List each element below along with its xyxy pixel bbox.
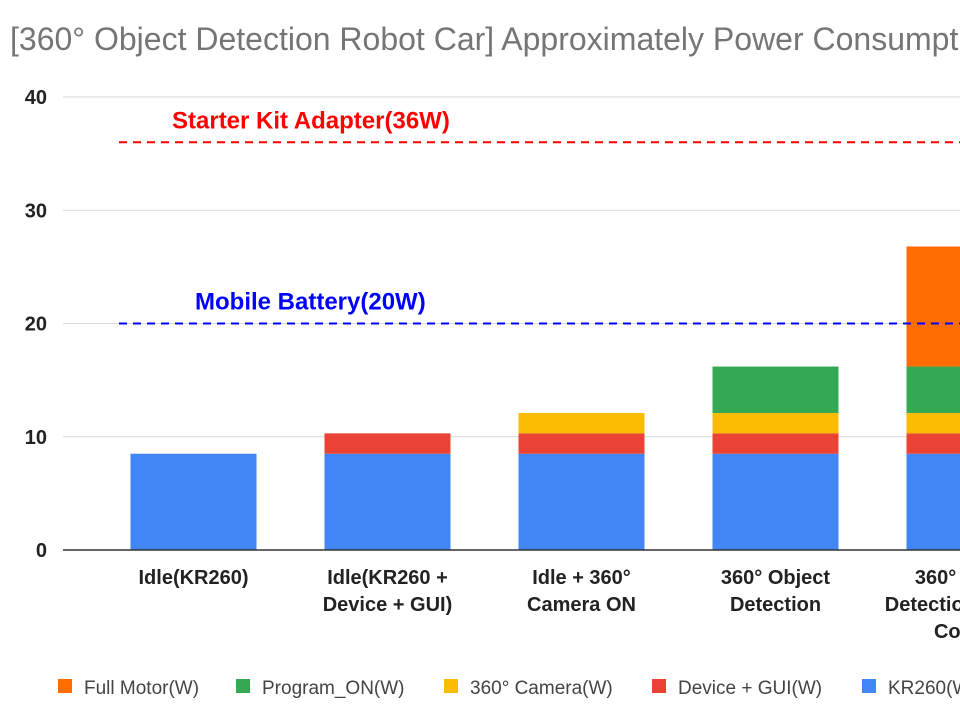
x-tick-label-line: Control [934, 621, 960, 643]
reference-line-label: Mobile Battery(20W) [195, 289, 426, 316]
legend-item: Program_ON(W) [236, 678, 405, 699]
legend-label: Program_ON(W) [262, 678, 405, 699]
x-tick-label: 360° Object Detection [721, 567, 831, 616]
x-tick-label-line: Idle + 360° [532, 567, 631, 589]
bar-segment [712, 412, 839, 434]
legend-label: Device + GUI(W) [678, 678, 822, 699]
bar-segment [324, 453, 451, 550]
x-tick-label-line: Device + GUI) [323, 594, 453, 616]
x-tick-label-line: Detection [730, 594, 821, 616]
legend-swatch [862, 679, 876, 693]
y-tick-label: 30 [25, 200, 47, 222]
x-tick-label-line: Idle(KR260) [138, 567, 248, 589]
legend-swatch [236, 679, 250, 693]
legend: Full Motor(W) Program_ON(W) 360° Camera(W)… [58, 678, 960, 699]
legend-swatch [444, 679, 458, 693]
y-axis-ticks: 0 10 20 30 40 [25, 87, 47, 562]
bar-segment [906, 366, 960, 413]
bar-segment [712, 366, 839, 413]
legend-label: 360° Camera(W) [470, 678, 613, 699]
legend-label: Full Motor(W) [84, 678, 199, 699]
y-tick-label: 40 [25, 87, 47, 109]
bar-segment [906, 412, 960, 434]
bar-segment [130, 453, 257, 550]
legend-label: KR260(W) [888, 678, 960, 699]
x-tick-label-line: 360° Object [721, 567, 831, 589]
bar-segment [518, 433, 645, 454]
y-tick-label: 10 [25, 427, 47, 449]
legend-item: 360° Camera(W) [444, 678, 613, 699]
bar-segment [906, 433, 960, 454]
y-tick-label: 20 [25, 314, 47, 336]
x-tick-label-line: Idle(KR260 + [327, 567, 448, 589]
x-tick-label: 360° Object Detection + Motor Control [885, 567, 960, 643]
legend-item: KR260(W) [862, 678, 960, 699]
x-axis-ticks: Idle(KR260) Idle(KR260 + Device + GUI)Idle… [138, 567, 960, 643]
reference-lines: Starter Kit Adapter(36W) Mobile Battery(2… [119, 107, 960, 325]
legend-item: Device + GUI(W) [652, 678, 822, 699]
bar-segment [324, 433, 451, 454]
bar-segment [906, 246, 960, 367]
chart-title: [360° Object Detection Robot Car] Approx… [10, 21, 960, 57]
x-tick-label-line: Camera ON [527, 594, 636, 616]
x-tick-label-line: Detection + Motor [885, 594, 960, 616]
legend-swatch [58, 679, 72, 693]
x-tick-label: Idle(KR260) [138, 567, 248, 589]
y-tick-label: 0 [36, 540, 47, 562]
bar-segment [518, 412, 645, 434]
reference-line-label: Starter Kit Adapter(36W) [172, 107, 450, 134]
bar-segment [712, 433, 839, 454]
bar-segment [906, 453, 960, 550]
x-tick-label: Idle + 360° Camera ON [527, 567, 636, 616]
bar-segment [712, 453, 839, 550]
bar-segment [518, 453, 645, 550]
x-tick-label-line: 360° Object [915, 567, 960, 589]
legend-swatch [652, 679, 666, 693]
x-tick-label: Idle(KR260 + Device + GUI) [323, 567, 453, 616]
bars [130, 246, 960, 550]
legend-item: Full Motor(W) [58, 678, 199, 699]
